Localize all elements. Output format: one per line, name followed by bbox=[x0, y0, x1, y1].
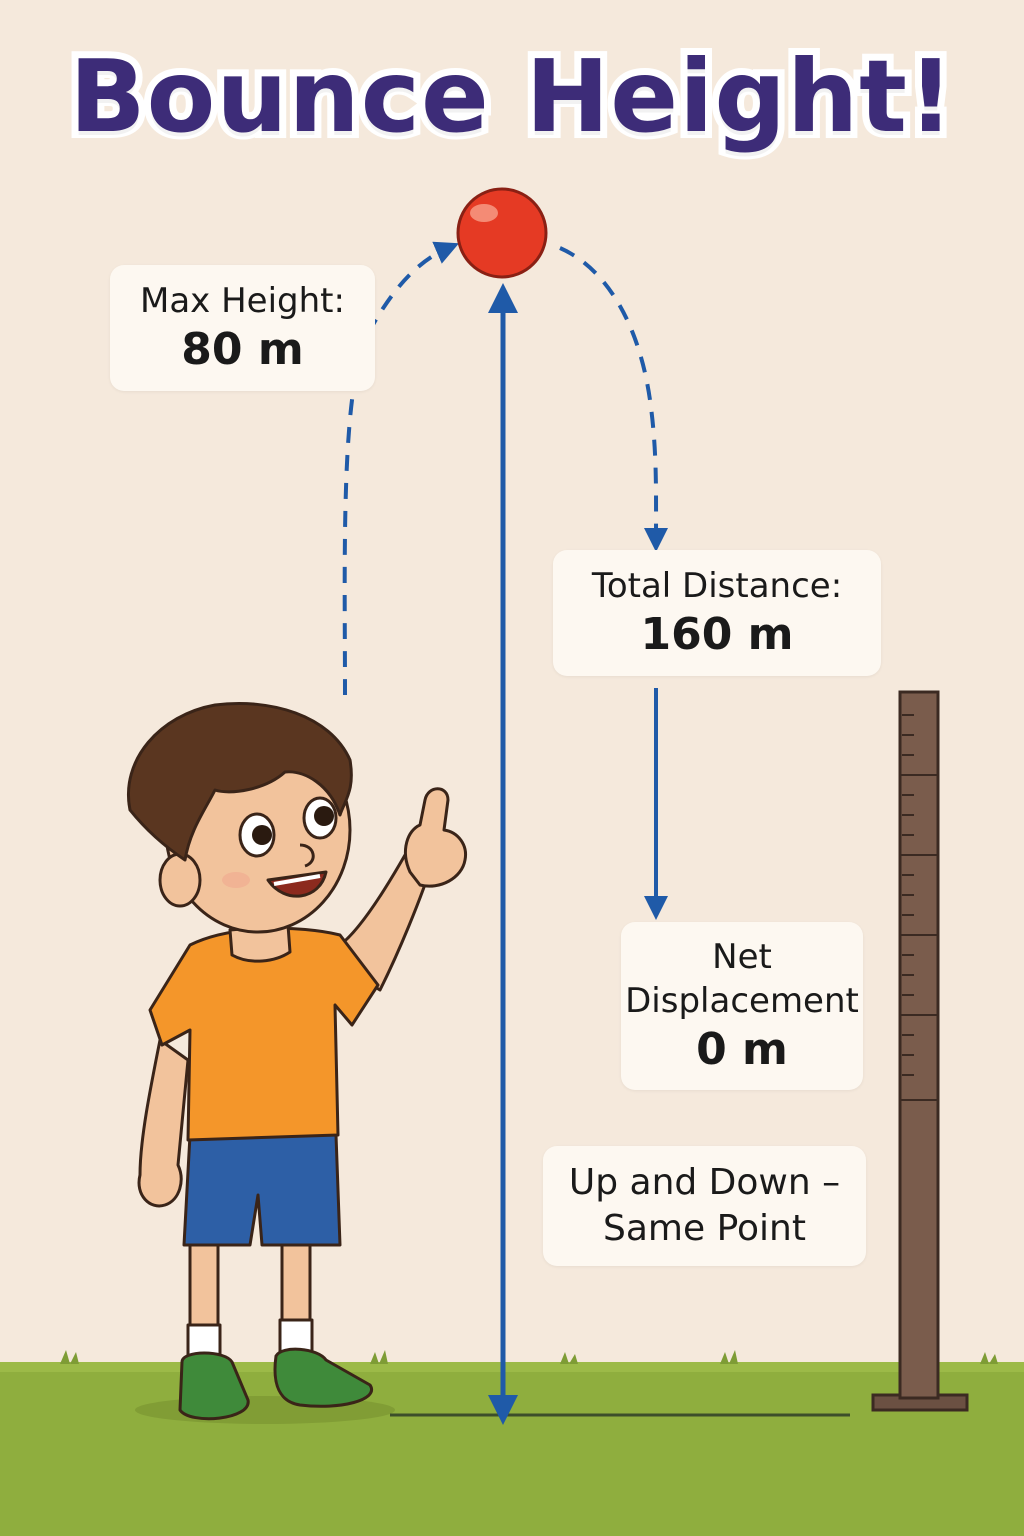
ball-icon bbox=[456, 187, 548, 279]
net-displacement-value: 0 m bbox=[696, 1024, 788, 1075]
net-displacement-label: Net Displacement 0 m bbox=[621, 922, 863, 1090]
note-line-1: Up and Down – bbox=[568, 1162, 841, 1203]
measuring-pole-icon bbox=[871, 690, 969, 1412]
page-title: Bounce Height! bbox=[62, 31, 960, 162]
max-height-value: 80 m bbox=[181, 324, 304, 375]
note-line-2: Same Point bbox=[603, 1208, 806, 1249]
max-height-caption: Max Height: bbox=[140, 281, 345, 321]
max-height-label: Max Height: 80 m bbox=[110, 265, 375, 391]
grass-ground bbox=[0, 1362, 1024, 1536]
note-label: Up and Down – Same Point bbox=[543, 1146, 866, 1266]
arrow-down-icon bbox=[559, 246, 669, 552]
net-displacement-caption-1: Net bbox=[712, 937, 772, 977]
total-distance-caption: Total Distance: bbox=[591, 566, 843, 606]
total-distance-label: Total Distance: 160 m bbox=[553, 550, 881, 676]
total-distance-value: 160 m bbox=[640, 609, 794, 660]
boy-illustration bbox=[127, 701, 468, 1421]
grass-tufts bbox=[60, 1350, 998, 1364]
net-displacement-caption-2: Displacement bbox=[625, 981, 859, 1021]
